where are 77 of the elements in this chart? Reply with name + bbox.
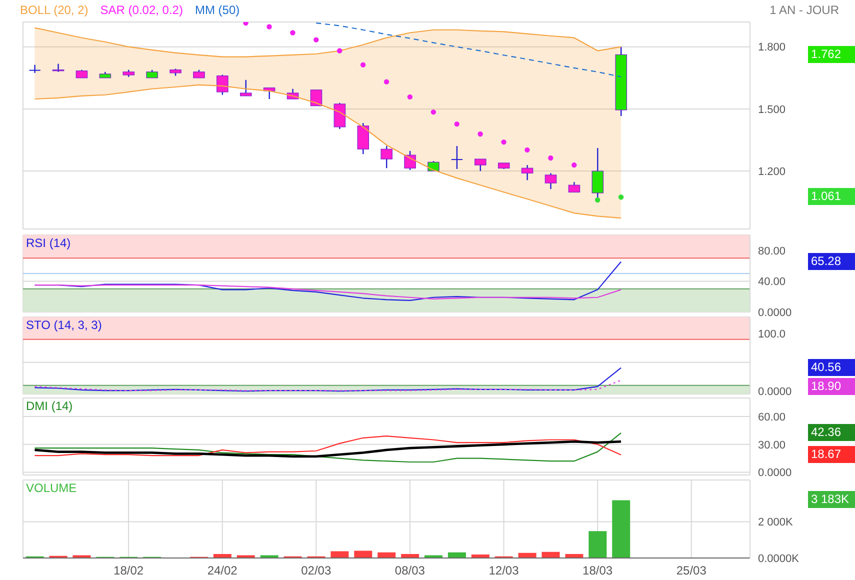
point — [243, 22, 248, 26]
y-tick-label: 0.0000 — [758, 306, 792, 319]
y-tick-label: 0.0000K — [758, 552, 800, 565]
chart-title: RSI (14) — [26, 236, 71, 250]
y-tick-label: 40.00 — [758, 276, 786, 288]
y-tick-label: 100.0 — [758, 328, 786, 341]
candlestick — [474, 158, 486, 172]
point — [407, 94, 413, 100]
candlestick — [451, 145, 463, 170]
point — [454, 121, 460, 127]
text: MM (50) — [194, 3, 240, 17]
y-tick-label: 1.800 — [758, 42, 786, 54]
candlestick — [544, 172, 557, 190]
point — [290, 30, 296, 36]
text: 1.061 — [808, 188, 855, 206]
point — [266, 24, 272, 30]
x-tick-label: 18/03 — [582, 564, 613, 578]
text: 18.90 — [808, 378, 855, 395]
candlestick — [521, 164, 534, 181]
candlestick — [29, 64, 40, 74]
point — [524, 147, 530, 153]
candlestick — [240, 79, 252, 96]
candlestick — [216, 74, 228, 96]
bar — [612, 500, 630, 558]
y-tick-label: 1.500 — [758, 104, 786, 116]
text: 65.28 — [808, 252, 855, 270]
candlestick — [380, 145, 392, 169]
point — [360, 62, 366, 68]
candlestick — [310, 89, 322, 106]
x-tick-label: 24/02 — [207, 564, 238, 578]
series-label: BOLL (20, 2) — [20, 3, 88, 17]
y-tick-label: 1.200 — [758, 166, 786, 178]
chart-title: VOLUME — [26, 481, 77, 495]
y-tick-label: 80.00 — [758, 245, 786, 258]
point — [594, 197, 600, 203]
text: SAR (0.02, 0.2) — [100, 3, 183, 17]
line-series — [34, 432, 622, 463]
candlestick — [404, 150, 416, 171]
point — [501, 139, 506, 145]
chart-title: DMI (14) — [26, 399, 73, 413]
point — [314, 37, 319, 42]
line-series — [34, 435, 622, 456]
candlestick — [334, 102, 346, 130]
y-tick-label: 0.0000 — [758, 386, 792, 398]
point — [384, 79, 390, 84]
text: 1.762 — [808, 46, 855, 63]
bar — [588, 531, 607, 558]
text: 40.56 — [808, 358, 855, 376]
y-tick-label: 2 000K — [758, 516, 794, 529]
point — [478, 131, 483, 137]
y-tick-label: 0.0000 — [758, 467, 792, 480]
point — [430, 109, 436, 115]
point — [572, 162, 577, 168]
x-tick-label: 25/03 — [676, 564, 707, 578]
line-series — [34, 380, 622, 392]
point — [548, 155, 554, 161]
line-series — [34, 440, 622, 458]
bar — [354, 550, 372, 558]
line-series — [34, 284, 622, 300]
chart-title: STO (14, 3, 3) — [26, 318, 102, 332]
candlestick — [52, 63, 64, 72]
candlestick — [568, 181, 580, 193]
point — [336, 48, 342, 54]
candlestick — [357, 122, 370, 155]
x-tick-label: 18/02 — [114, 564, 144, 578]
x-tick-label: 12/03 — [488, 564, 520, 578]
text: 1 AN - JOUR — [770, 3, 839, 17]
point — [618, 194, 624, 200]
x-tick-label: 02/03 — [301, 564, 332, 578]
line-series — [316, 22, 622, 78]
y-tick-label: 60.00 — [758, 411, 786, 424]
text: 18.67 — [808, 446, 855, 463]
text: 3 183K — [808, 491, 855, 508]
y-tick-label: 30.00 — [758, 439, 786, 452]
x-tick-label: 08/03 — [394, 564, 426, 578]
text: 42.36 — [808, 424, 855, 441]
line-series — [34, 367, 622, 392]
